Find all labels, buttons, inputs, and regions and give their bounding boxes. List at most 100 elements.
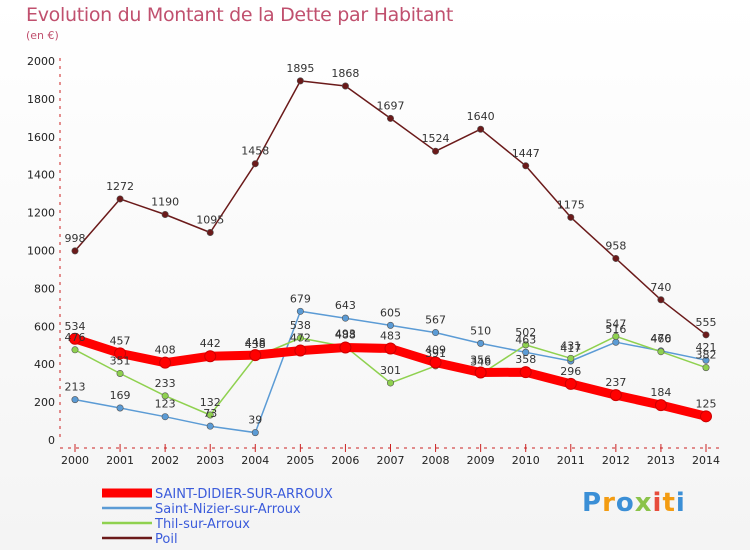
data-label: 39: [248, 414, 262, 427]
x-tick-label: 2007: [377, 454, 405, 467]
y-tick-label: 2000: [27, 55, 55, 68]
brand-letter: i: [675, 488, 686, 518]
data-point: [159, 356, 172, 369]
data-label: 502: [515, 326, 536, 339]
brand-letter: o: [615, 488, 635, 518]
data-label: 296: [560, 365, 581, 378]
data-label: 547: [605, 317, 626, 330]
data-point: [429, 356, 442, 369]
x-tick-label: 2012: [602, 454, 630, 467]
data-label: 1272: [106, 180, 134, 193]
data-label: 132: [200, 396, 221, 409]
data-label: 358: [515, 353, 536, 366]
data-label: 488: [335, 329, 356, 342]
y-tick-label: 400: [34, 358, 55, 371]
data-label: 125: [696, 397, 717, 410]
data-point: [341, 82, 349, 90]
x-tick-label: 2000: [61, 454, 89, 467]
data-label: 351: [110, 354, 131, 367]
y-tick-label: 200: [34, 396, 55, 409]
x-tick-label: 2002: [151, 454, 179, 467]
data-point: [71, 396, 79, 404]
y-tick-label: 800: [34, 282, 55, 295]
data-label: 567: [425, 314, 446, 327]
y-tick-label: 1800: [27, 93, 55, 106]
data-point: [341, 314, 349, 322]
data-label: 998: [65, 232, 86, 245]
data-point: [204, 350, 217, 363]
data-point: [296, 307, 304, 315]
data-label: 184: [650, 386, 671, 399]
brand-letter: r: [602, 488, 616, 518]
data-label: 538: [290, 319, 311, 332]
x-tick-label: 2003: [196, 454, 224, 467]
data-point: [612, 332, 620, 340]
data-point: [384, 342, 397, 355]
data-point: [296, 77, 304, 85]
data-point: [114, 347, 127, 360]
data-label: 516: [605, 323, 626, 336]
data-point: [654, 399, 667, 412]
data-point: [161, 413, 169, 421]
data-point: [477, 339, 485, 347]
data-label: 472: [290, 332, 311, 345]
data-point: [612, 338, 620, 346]
data-point: [519, 366, 532, 379]
data-label: 1447: [512, 147, 540, 160]
brand-logo: Proxiti: [582, 488, 686, 518]
data-point: [251, 429, 259, 437]
data-point: [567, 213, 575, 221]
legend-label: Thil-sur-Arroux: [154, 517, 250, 532]
data-point: [609, 389, 622, 402]
data-label: 123: [155, 398, 176, 411]
chart-subtitle: (en €): [26, 29, 59, 42]
data-point: [700, 410, 712, 423]
x-tick-label: 2014: [692, 454, 720, 467]
data-point: [702, 364, 710, 372]
data-label: 73: [203, 407, 217, 420]
chart-title: Evolution du Montant de la Dette par Hab…: [26, 4, 454, 26]
data-label: 534: [65, 320, 86, 333]
data-label: 356: [470, 354, 491, 367]
data-point: [432, 147, 440, 155]
data-label: 463: [515, 333, 536, 346]
legend-label: Poil: [155, 532, 178, 547]
data-label: 1640: [467, 110, 495, 123]
y-tick-label: 600: [34, 320, 55, 333]
data-point: [296, 334, 304, 342]
data-label: 421: [696, 341, 717, 354]
y-tick-label: 0: [48, 434, 55, 447]
data-point: [477, 125, 485, 133]
data-point: [612, 254, 620, 262]
data-label: 510: [470, 324, 491, 337]
data-label: 457: [110, 334, 131, 347]
data-point: [339, 341, 352, 354]
y-tick-label: 1200: [27, 207, 55, 220]
data-point: [294, 344, 307, 357]
data-label: 1868: [331, 67, 359, 80]
data-point: [474, 366, 487, 379]
data-point: [386, 379, 394, 387]
data-label: 431: [560, 339, 581, 352]
x-tick-label: 2010: [512, 454, 540, 467]
legend: SAINT-DIDIER-SUR-ARROUXSaint-Nizier-sur-…: [102, 487, 333, 547]
data-label: 555: [696, 316, 717, 329]
axes: 0 200 400 600 800 1000 1200 1400 1600 1800 2000 200…: [27, 55, 720, 467]
data-point: [116, 195, 124, 203]
data-label: 1095: [196, 213, 224, 226]
brand-letter: t: [662, 488, 676, 518]
data-point: [702, 331, 710, 339]
data-point: [432, 329, 440, 337]
data-label: 233: [155, 377, 176, 390]
data-label: 1190: [151, 195, 179, 208]
data-label: 605: [380, 306, 401, 319]
data-label: 476: [65, 331, 86, 344]
data-label: 382: [696, 349, 717, 362]
data-point: [522, 162, 530, 170]
data-label: 1895: [286, 62, 314, 75]
x-tick-label: 2005: [286, 454, 314, 467]
data-point: [657, 296, 665, 304]
data-point: [71, 247, 79, 255]
